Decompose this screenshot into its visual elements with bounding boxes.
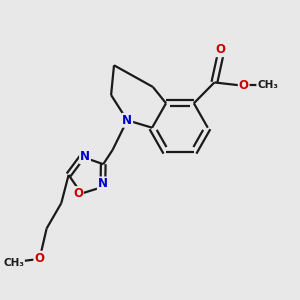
Text: O: O [215, 43, 225, 56]
Text: N: N [80, 150, 90, 163]
Text: CH₃: CH₃ [257, 80, 278, 90]
Text: O: O [239, 79, 249, 92]
Text: N: N [98, 177, 108, 190]
Text: CH₃: CH₃ [3, 258, 24, 268]
Text: O: O [73, 187, 83, 200]
Text: O: O [34, 252, 44, 265]
Text: N: N [122, 114, 132, 127]
